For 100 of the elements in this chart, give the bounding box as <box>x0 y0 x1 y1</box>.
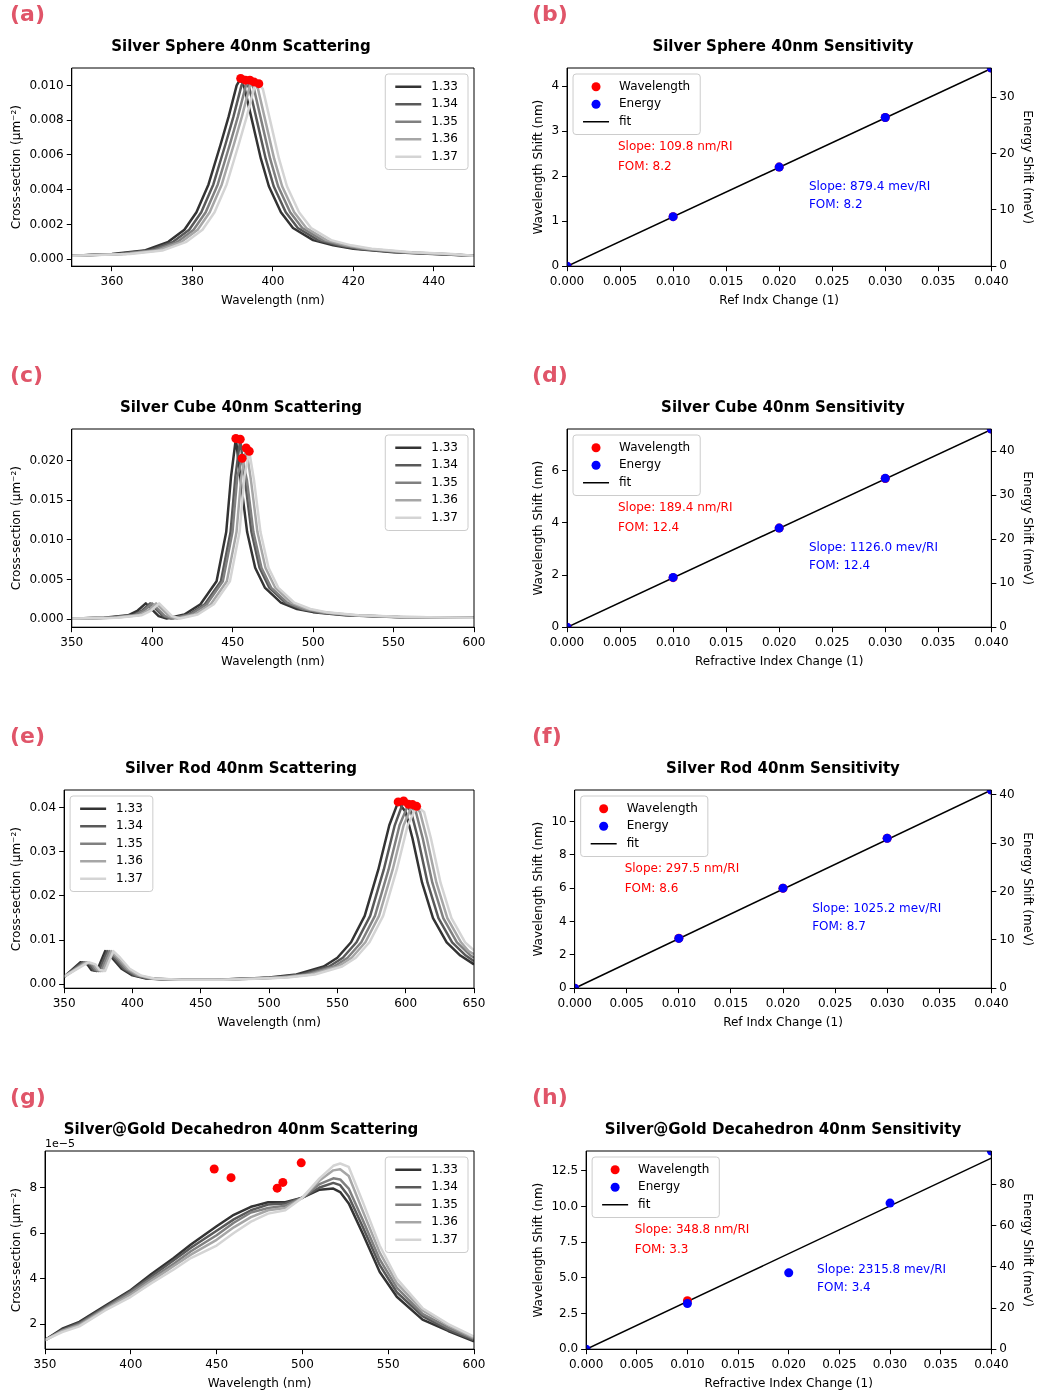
chart-title: Silver@Gold Decahedron 40nm Scattering <box>63 1119 419 1138</box>
y-axis-title: Cross-section (μm⁻²) <box>9 105 24 230</box>
x-tick-label: 350 <box>52 995 76 1010</box>
text: 1e−5 <box>45 1137 76 1151</box>
legend-label: 1.35 <box>431 113 458 128</box>
y-axis-title: Cross-section (μm⁻²) <box>9 1188 24 1313</box>
x-tick-label: 450 <box>205 1356 229 1371</box>
y-tick-label: 0.002 <box>29 216 64 231</box>
y-tick-label: 0.000 <box>29 611 64 626</box>
legend-label: 1.36 <box>431 492 458 507</box>
x-tick-label: 0.010 <box>670 1356 705 1371</box>
x-tick-label: 420 <box>341 273 365 288</box>
x-tick-label: 0.040 <box>974 273 1009 288</box>
y-tick-label: 0 <box>551 258 560 273</box>
legend-label: 1.37 <box>431 1231 458 1246</box>
chart-title: Silver Cube 40nm Sensitivity <box>661 397 906 416</box>
y2-axis-title: Energy Shift (meV) <box>1020 471 1035 585</box>
y2-tick-label: 40 <box>999 443 1015 458</box>
y-tick-label: 0.004 <box>29 181 64 196</box>
annotation: Slope: 2315.8 mev/RI <box>817 1262 947 1277</box>
legend-label: 1.37 <box>431 148 458 163</box>
y-tick-label: 2 <box>551 168 560 183</box>
x-tick-label: 0.030 <box>868 634 903 649</box>
annotation: Slope: 879.4 mev/RI <box>808 179 931 194</box>
x-tick-label: 600 <box>394 995 418 1010</box>
x-axis-title: Ref Indx Change (1) <box>723 1014 843 1029</box>
y-tick-label: 1 <box>551 213 560 228</box>
y-tick-label: 0 <box>559 980 567 995</box>
x-tick-label: 350 <box>60 634 84 649</box>
chart-title: Silver Cube 40nm Scattering <box>119 397 363 416</box>
legend-label: Wavelength <box>626 800 698 815</box>
x-tick-label: 450 <box>189 995 213 1010</box>
y2-tick-label: 20 <box>999 1300 1015 1315</box>
y-tick-label: 0.020 <box>29 452 64 467</box>
legend-label: 1.35 <box>431 1196 458 1211</box>
annotation: Slope: 297.5 nm/RI <box>624 861 740 876</box>
chart-title: Silver@Gold Decahedron 40nm Sensitivity <box>604 1119 962 1138</box>
y-tick-label: 0.000 <box>29 251 64 266</box>
y-tick-label: 0.00 <box>29 976 57 991</box>
y-tick-label: 0.005 <box>29 571 64 586</box>
x-tick-label: 0.030 <box>869 995 905 1010</box>
legend-label: 1.33 <box>431 1161 458 1176</box>
annotation: Slope: 348.8 nm/RI <box>634 1222 750 1237</box>
legend-label: fit <box>626 835 640 850</box>
y-tick-label: 2 <box>559 947 567 962</box>
y2-tick-label: 0 <box>999 258 1007 273</box>
x-tick-label: 600 <box>462 1356 486 1371</box>
x-tick-label: 0.005 <box>602 273 638 288</box>
chart-title: Silver Sphere 40nm Scattering <box>111 36 371 55</box>
legend-label: Energy <box>619 96 662 111</box>
x-tick-label: 0.020 <box>762 273 797 288</box>
y-tick-label: 0.0 <box>559 1341 579 1356</box>
chart-title: Silver Rod 40nm Scattering <box>124 758 358 777</box>
x-tick-label: 0.010 <box>655 273 691 288</box>
y-tick-label: 8 <box>29 1179 38 1194</box>
x-tick-label: 0.010 <box>661 995 697 1010</box>
chart-title: Silver Rod 40nm Sensitivity <box>666 758 901 777</box>
x-tick-label: 550 <box>376 1356 400 1371</box>
x-tick-label: 0.030 <box>868 273 903 288</box>
x-tick-label: 400 <box>119 1356 143 1371</box>
x-tick-label: 440 <box>422 273 446 288</box>
x-tick-label: 0.030 <box>872 1356 908 1371</box>
y-tick-label: 4 <box>29 1270 38 1285</box>
y-tick-label: 0 <box>551 619 560 634</box>
y-tick-label: 12.5 <box>551 1163 579 1178</box>
y2-tick-label: 60 <box>999 1217 1015 1232</box>
x-tick-label: 0.010 <box>655 634 691 649</box>
text: (f) <box>532 722 562 748</box>
x-tick-label: 500 <box>257 995 281 1010</box>
chart-title: Silver Sphere 40nm Sensitivity <box>652 36 914 55</box>
x-tick-label: 400 <box>120 995 144 1010</box>
y2-tick-label: 0 <box>999 980 1007 995</box>
text: (e) <box>10 722 46 748</box>
legend-label: 1.37 <box>431 509 458 524</box>
y2-tick-label: 30 <box>999 487 1015 502</box>
x-tick-label: 400 <box>261 273 285 288</box>
x-tick-label: 0.005 <box>619 1356 654 1371</box>
y2-axis-title: Energy Shift (meV) <box>1020 1193 1035 1307</box>
y2-tick-label: 20 <box>999 531 1015 546</box>
y-tick-label: 5.0 <box>559 1270 579 1285</box>
y-tick-label: 6 <box>559 880 567 895</box>
annotation: Slope: 109.8 nm/RI <box>617 139 733 154</box>
text: (a) <box>10 0 45 26</box>
legend-label: 1.36 <box>116 853 143 868</box>
y-tick-label: 0.010 <box>29 532 64 547</box>
y-axis-title: Wavelength Shift (nm) <box>531 1182 546 1318</box>
text: (c) <box>10 361 44 387</box>
y-tick-label: 0.03 <box>29 843 57 858</box>
legend-label: Wavelength <box>619 439 691 454</box>
x-tick-label: 0.035 <box>923 1356 958 1371</box>
x-tick-label: 0.015 <box>720 1356 756 1371</box>
y-tick-label: 0.006 <box>29 147 64 162</box>
x-tick-label: 550 <box>325 995 349 1010</box>
legend-label: fit <box>619 113 632 128</box>
y-axis-title: Wavelength Shift (nm) <box>531 460 546 596</box>
y2-tick-label: 0 <box>999 619 1007 634</box>
y-tick-label: 2.5 <box>559 1305 579 1320</box>
y-tick-label: 0.02 <box>29 888 57 903</box>
annotation: FOM: 8.6 <box>624 881 679 896</box>
x-tick-label: 600 <box>462 634 486 649</box>
